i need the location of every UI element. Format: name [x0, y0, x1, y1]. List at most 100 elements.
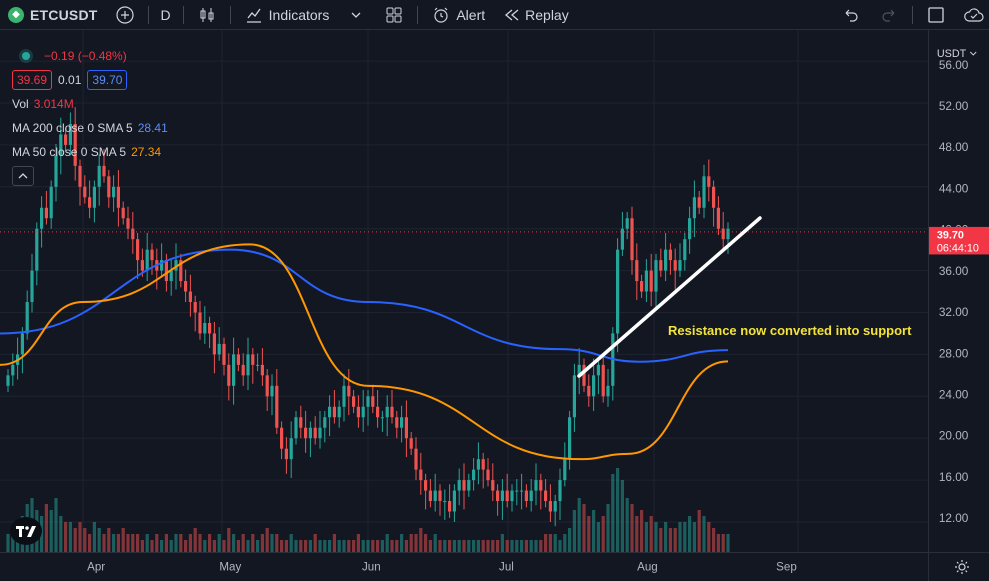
candle-body [568, 417, 572, 460]
market-status-dot [22, 52, 30, 60]
current-price-label: 39.70 [937, 230, 964, 242]
volume-bar [558, 540, 562, 552]
candle-body [649, 270, 653, 292]
toolbar-divider [229, 5, 231, 24]
candle-body [625, 218, 629, 229]
candle-body [452, 490, 456, 512]
candle-body [121, 207, 125, 219]
fullscreen-button[interactable] [917, 0, 955, 30]
volume-bar [448, 540, 452, 552]
volume-bar [510, 540, 514, 552]
collapse-legend-button[interactable] [12, 166, 34, 186]
candle-body [635, 260, 639, 282]
tradingview-logo[interactable] [10, 517, 42, 545]
candle-body [385, 406, 389, 418]
candle-body [54, 155, 58, 187]
candlesticks [6, 107, 730, 527]
price-tick-label: 24.00 [939, 388, 969, 402]
chevron-down-icon [969, 51, 977, 56]
time-scale[interactable]: Apr May Jun Jul Aug Sep [0, 552, 928, 581]
scale-settings-corner [928, 552, 989, 581]
volume-bar [284, 540, 288, 552]
compare-button[interactable] [106, 0, 144, 30]
alert-button[interactable]: Alert [422, 0, 493, 30]
price-chart[interactable] [0, 30, 928, 552]
top-toolbar: ◆ ETCUSDT D Indicators Alert [0, 0, 989, 30]
volume-bar [515, 540, 519, 552]
volume-bar [313, 534, 317, 552]
redo-button[interactable] [870, 0, 908, 30]
candle-body [44, 207, 48, 219]
candle-body [640, 281, 644, 292]
volume-bar [356, 534, 360, 552]
indicator-templates-button[interactable] [337, 0, 375, 30]
candle-body [448, 501, 452, 512]
candle-body [644, 270, 648, 292]
volume-bar [404, 540, 408, 552]
volume-bar [414, 534, 418, 552]
volume-bar [400, 534, 404, 552]
volume-bar [347, 540, 351, 552]
time-labels: Apr May Jun Jul Aug Sep [87, 561, 797, 573]
candle-body [313, 427, 317, 439]
volume-bar [289, 534, 293, 552]
ask-price[interactable]: 39.70 [87, 70, 128, 90]
indicators-button[interactable]: Indicators [235, 0, 338, 30]
candle-body [40, 207, 44, 229]
candle-body [169, 270, 173, 282]
candle-body [616, 249, 620, 334]
candle-body [193, 302, 197, 313]
currency-selector[interactable]: USDT [937, 48, 967, 60]
gear-icon[interactable] [954, 559, 970, 575]
candle-body [668, 249, 672, 261]
candle-body [721, 228, 725, 240]
save-cloud-button[interactable] [955, 0, 989, 30]
candle-body [529, 490, 533, 502]
price-scale[interactable]: 56.0052.0048.0044.0040.0036.0032.0028.00… [928, 30, 989, 552]
rewind-icon [501, 4, 523, 26]
candle-body [289, 438, 293, 460]
candle-body [356, 406, 360, 418]
support-trendline[interactable] [577, 216, 762, 378]
candle-body [515, 490, 519, 492]
volume-bar [222, 540, 226, 552]
candle-body [227, 364, 231, 386]
volume-bar [217, 534, 221, 552]
bid-price[interactable]: 39.69 [12, 70, 53, 90]
undo-button[interactable] [832, 0, 870, 30]
volume-bar [563, 534, 567, 552]
candle-body [726, 228, 730, 240]
candle-body [486, 469, 490, 481]
volume-bar [169, 540, 173, 552]
legend-volume-row[interactable]: Vol 3.014M [12, 92, 168, 116]
candle-body [92, 186, 96, 208]
volume-bar [193, 528, 197, 552]
replay-button[interactable]: Replay [493, 0, 577, 30]
volume-bar [179, 534, 183, 552]
legend-ma50-row[interactable]: MA 50 close 0 SMA 5 27.34 [12, 140, 168, 164]
volume-bar [232, 534, 236, 552]
candle-body [217, 343, 221, 355]
replay-label: Replay [525, 6, 569, 23]
candle-body [212, 333, 216, 355]
chart-annotation-text[interactable]: Resistance now converted into support [668, 323, 912, 338]
interval-button[interactable]: D [153, 0, 179, 30]
symbol-search-button[interactable]: ◆ ETCUSDT [0, 0, 106, 30]
volume-bar [107, 528, 111, 552]
toolbar-divider [147, 5, 149, 24]
layouts-button[interactable] [375, 0, 413, 30]
volume-bar [208, 534, 212, 552]
volume-bar [164, 534, 168, 552]
candle-body [222, 343, 226, 365]
volume-bar [78, 522, 82, 552]
volume-bar [721, 534, 725, 552]
legend-ma200-row[interactable]: MA 200 close 0 SMA 5 28.41 [12, 116, 168, 140]
volume-bar [716, 534, 720, 552]
volume-bar [136, 534, 140, 552]
candle-body [284, 448, 288, 460]
candle-body [596, 364, 600, 376]
time-label: Jun [362, 561, 381, 573]
price-tick-label: 52.00 [939, 99, 969, 113]
candle-body [88, 197, 92, 208]
chart-type-button[interactable] [188, 0, 226, 30]
